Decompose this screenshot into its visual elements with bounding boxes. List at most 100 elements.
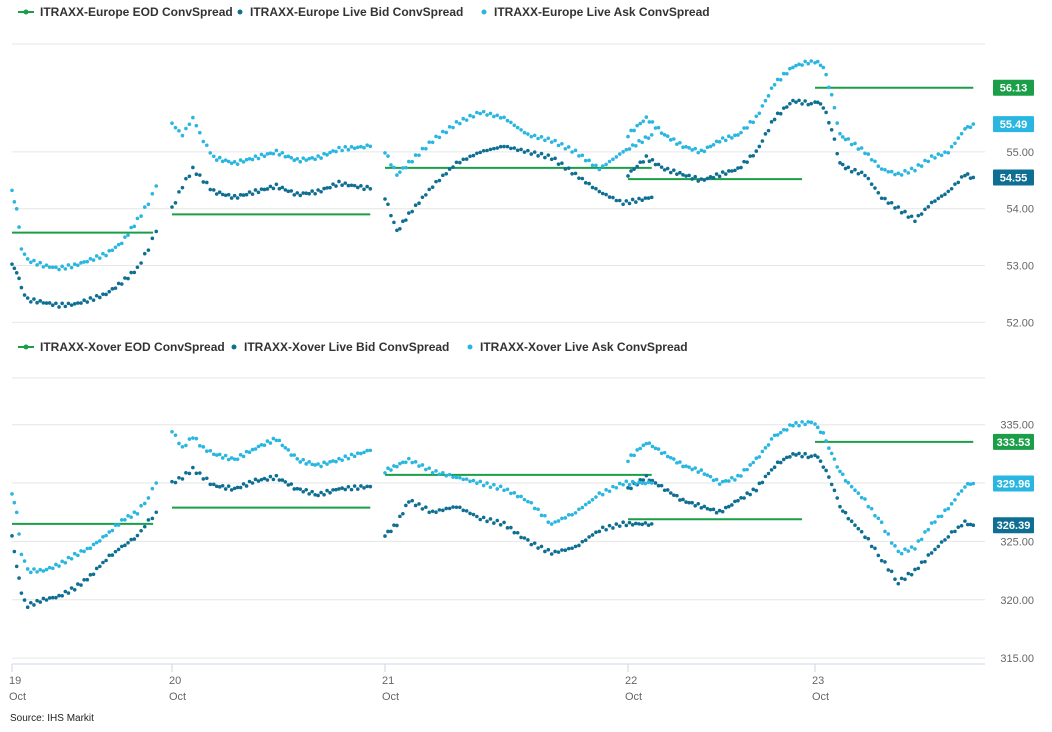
bid-point <box>656 162 661 167</box>
ask-point <box>232 457 237 461</box>
bid-point <box>705 176 710 181</box>
ask-point <box>214 158 219 162</box>
ask-point <box>526 132 530 136</box>
ask-point <box>853 141 857 146</box>
bid-point <box>343 181 348 185</box>
ask-point <box>283 154 288 159</box>
ask-point <box>35 570 39 574</box>
bid-point <box>665 488 670 492</box>
bid-point <box>708 175 713 179</box>
bid-point <box>325 488 329 493</box>
bid-point <box>454 160 459 165</box>
ask-point <box>229 456 234 460</box>
bid-point <box>481 515 486 520</box>
ask-point <box>754 456 759 461</box>
ask-point <box>509 120 513 125</box>
ask-point <box>498 484 503 489</box>
bid-point <box>420 507 425 511</box>
ask-point <box>560 516 564 521</box>
ask-point <box>235 457 240 462</box>
bid-point <box>956 525 961 529</box>
ask-point <box>859 146 864 150</box>
ask-point <box>211 452 216 457</box>
bid-point <box>304 191 308 196</box>
last-value-badge-bid <box>993 517 1034 534</box>
ask-point <box>919 164 924 168</box>
ask-point <box>304 158 308 162</box>
ask-point <box>923 530 927 534</box>
ask-point <box>678 460 682 464</box>
ask-point <box>201 445 206 449</box>
bid-point <box>485 519 489 524</box>
bid-point <box>392 220 396 225</box>
bid-point <box>12 266 17 271</box>
ask-point <box>79 549 83 553</box>
ask-point <box>705 145 710 150</box>
bid-point <box>44 598 49 602</box>
bid-point <box>468 511 472 516</box>
ask-point <box>204 143 209 148</box>
ask-point <box>634 482 638 486</box>
bid-point <box>641 478 646 482</box>
ask-point <box>742 126 746 130</box>
bid-point <box>113 549 118 554</box>
bid-point <box>352 484 357 488</box>
bid-point <box>427 510 432 515</box>
bid-point <box>441 508 445 513</box>
bid-point <box>420 195 425 200</box>
ask-point <box>488 485 493 490</box>
ask-point <box>532 133 537 138</box>
ask-point <box>539 135 544 139</box>
bid-point <box>570 546 574 551</box>
ask-point <box>295 457 300 461</box>
ask-point <box>98 539 102 543</box>
bid-point <box>526 538 530 542</box>
bid-point <box>690 500 694 505</box>
last-value-badge-eod <box>993 79 1034 96</box>
ask-point <box>91 542 96 547</box>
bid-point <box>600 525 605 530</box>
bid-point <box>570 171 574 176</box>
bid-point <box>840 509 845 513</box>
bid-point <box>389 213 393 218</box>
bid-point <box>47 596 52 600</box>
ask-point <box>726 479 731 483</box>
bid-point <box>471 512 476 517</box>
ask-point <box>604 162 608 167</box>
ask-point <box>843 479 848 483</box>
bid-point <box>66 591 71 595</box>
ask-point <box>769 437 774 441</box>
ask-point <box>893 544 897 548</box>
bid-point <box>427 187 432 192</box>
bid-point <box>702 504 707 509</box>
bid-point <box>733 168 737 173</box>
ask-point <box>241 454 246 459</box>
bid-point <box>662 488 667 493</box>
bid-point <box>229 196 234 200</box>
bid-point <box>198 471 202 475</box>
ask-point <box>447 472 452 477</box>
ask-point <box>813 60 817 65</box>
ask-point <box>896 171 901 176</box>
bid-point <box>644 154 649 158</box>
bid-point <box>893 577 897 581</box>
ask-point <box>362 450 366 455</box>
legend-label-eod: ITRAXX-Europe EOD ConvSpread <box>40 5 233 19</box>
bid-point <box>594 186 598 191</box>
bid-point <box>778 111 783 116</box>
bid-point <box>54 595 58 600</box>
bid-point <box>35 300 39 305</box>
bid-point <box>879 196 884 201</box>
bid-point <box>132 270 137 275</box>
ask-point <box>307 460 311 464</box>
ask-point <box>659 131 664 135</box>
ask-point <box>876 164 881 168</box>
bid-point <box>650 157 655 162</box>
last-value-label-bid: 54.55 <box>1000 172 1028 184</box>
bid-point <box>334 184 338 188</box>
bid-point <box>889 569 894 574</box>
ask-point <box>10 188 14 193</box>
legend-label-bid: ITRAXX-Xover Live Bid ConvSpread <box>244 340 449 354</box>
bid-point <box>949 186 954 191</box>
bid-point <box>319 189 323 194</box>
